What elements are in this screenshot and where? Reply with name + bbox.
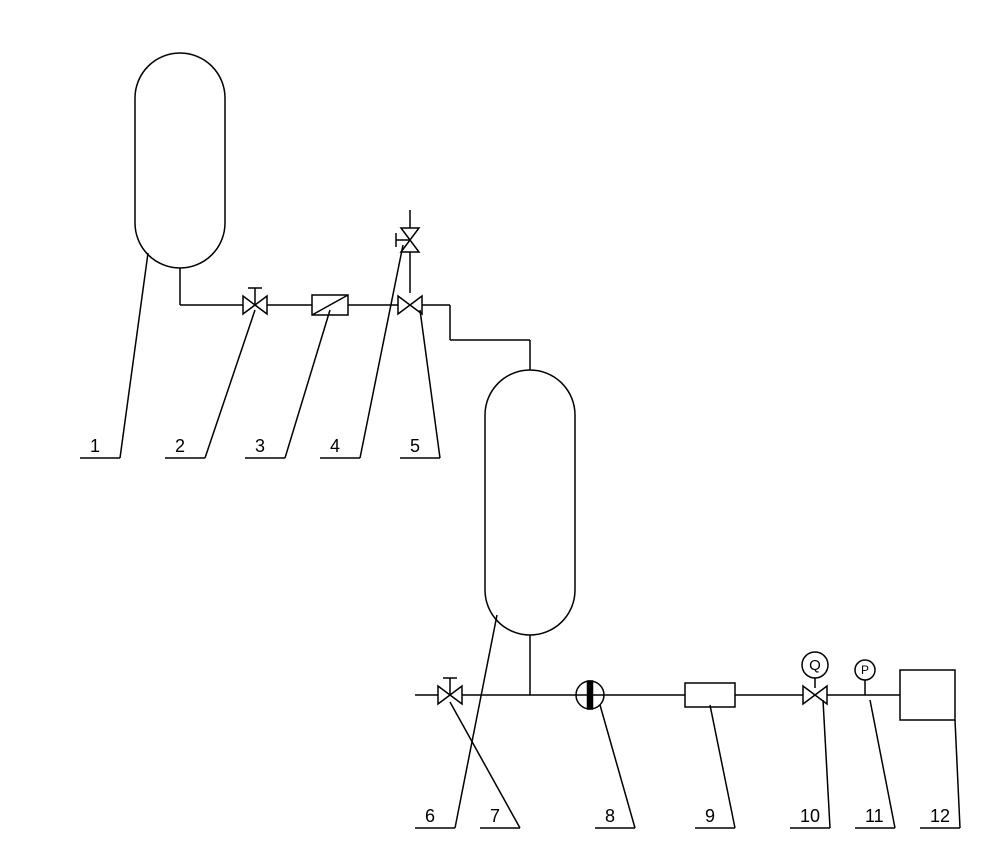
tank-1: [135, 53, 225, 268]
filter-8: [576, 681, 604, 709]
valve-5: [398, 296, 422, 314]
block-12: [900, 670, 955, 720]
label-8: 8: [605, 806, 615, 826]
gauge-11: P: [855, 660, 875, 680]
label-3: 3: [255, 436, 265, 456]
label-1: 1: [90, 436, 100, 456]
leaders: 123456789101112: [80, 245, 960, 828]
label-2: 2: [175, 436, 185, 456]
label-7: 7: [490, 806, 500, 826]
label-11: 11: [865, 806, 884, 826]
label-6: 6: [425, 806, 435, 826]
label-9: 9: [705, 806, 715, 826]
valve-7: [438, 678, 462, 704]
pipes: [180, 210, 900, 695]
label-12: 12: [930, 806, 950, 826]
tank-6: [485, 370, 575, 635]
heater-9: [685, 683, 735, 707]
gauge-P-label: P: [861, 663, 869, 677]
label-5: 5: [410, 436, 420, 456]
label-10: 10: [800, 806, 820, 826]
gauge-Q-label: Q: [809, 657, 821, 674]
valve-10: Q: [802, 652, 828, 704]
valve-4: [396, 228, 419, 252]
pid-diagram: QP123456789101112: [0, 0, 1000, 863]
label-4: 4: [330, 436, 340, 456]
